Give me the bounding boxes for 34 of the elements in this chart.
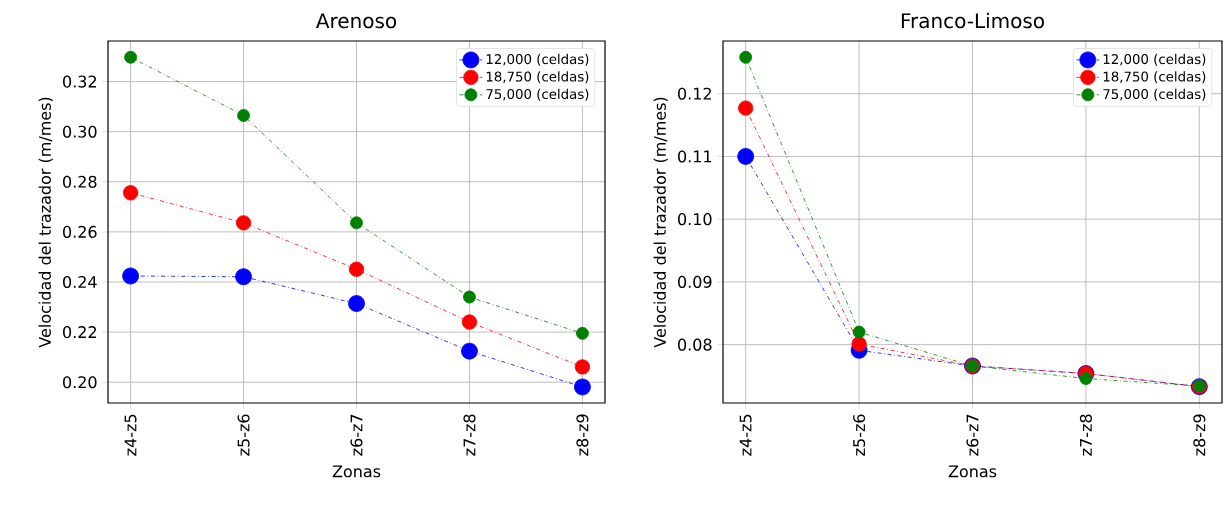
y-tick-label: 0.22: [63, 326, 96, 339]
y-tick-label: 0.32: [63, 75, 96, 88]
y-axis-title: Velocidad del trazador (m/mes): [38, 97, 53, 348]
x-tick-label: z6-z7: [350, 414, 363, 456]
y-tick-label: 0.28: [63, 175, 97, 188]
x-tick-label: z7-z8: [463, 414, 476, 456]
y-tick-label: 0.08: [678, 338, 712, 351]
y-tick-label: 0.30: [63, 125, 97, 138]
y-tick-label: 0.11: [678, 150, 712, 163]
legend-label: 18,750 (celdas): [1103, 71, 1206, 84]
y-tick-label: 0.24: [63, 275, 97, 289]
y-tick-label: 0.09: [678, 275, 712, 288]
y-tick-label: 0.20: [63, 376, 97, 389]
y-tick-label: 0.12: [678, 87, 711, 100]
legend-label: 12,000 (celdas): [486, 53, 589, 66]
legend-label: 75,000 (celdas): [1103, 88, 1206, 101]
y-tick-label: 0.10: [678, 213, 712, 226]
x-tick-label: z4-z5: [124, 414, 137, 456]
chart-title: Arenoso: [315, 13, 397, 29]
legend-label: 75,000 (celdas): [486, 88, 589, 101]
legend-label: 12,000 (celdas): [1103, 53, 1206, 66]
y-axis-title: Velocidad del trazador (m/mes): [653, 97, 668, 348]
legend-label: 18,750 (celdas): [486, 71, 589, 84]
x-axis-title: Zonas: [332, 465, 381, 478]
x-tick-label: z5-z6: [237, 414, 250, 456]
x-tick-label: z8-z9: [1193, 414, 1206, 456]
x-axis-title: Zonas: [948, 465, 997, 478]
chart-title: Franco-Limoso: [901, 12, 1044, 29]
x-tick-label: z5-z6: [853, 414, 866, 456]
x-tick-label: z4-z5: [739, 414, 752, 456]
y-tick-label: 0.26: [63, 225, 97, 238]
x-tick-label: z8-z9: [576, 414, 589, 456]
x-tick-label: z6-z7: [966, 414, 979, 456]
x-tick-label: z7-z8: [1079, 414, 1092, 456]
